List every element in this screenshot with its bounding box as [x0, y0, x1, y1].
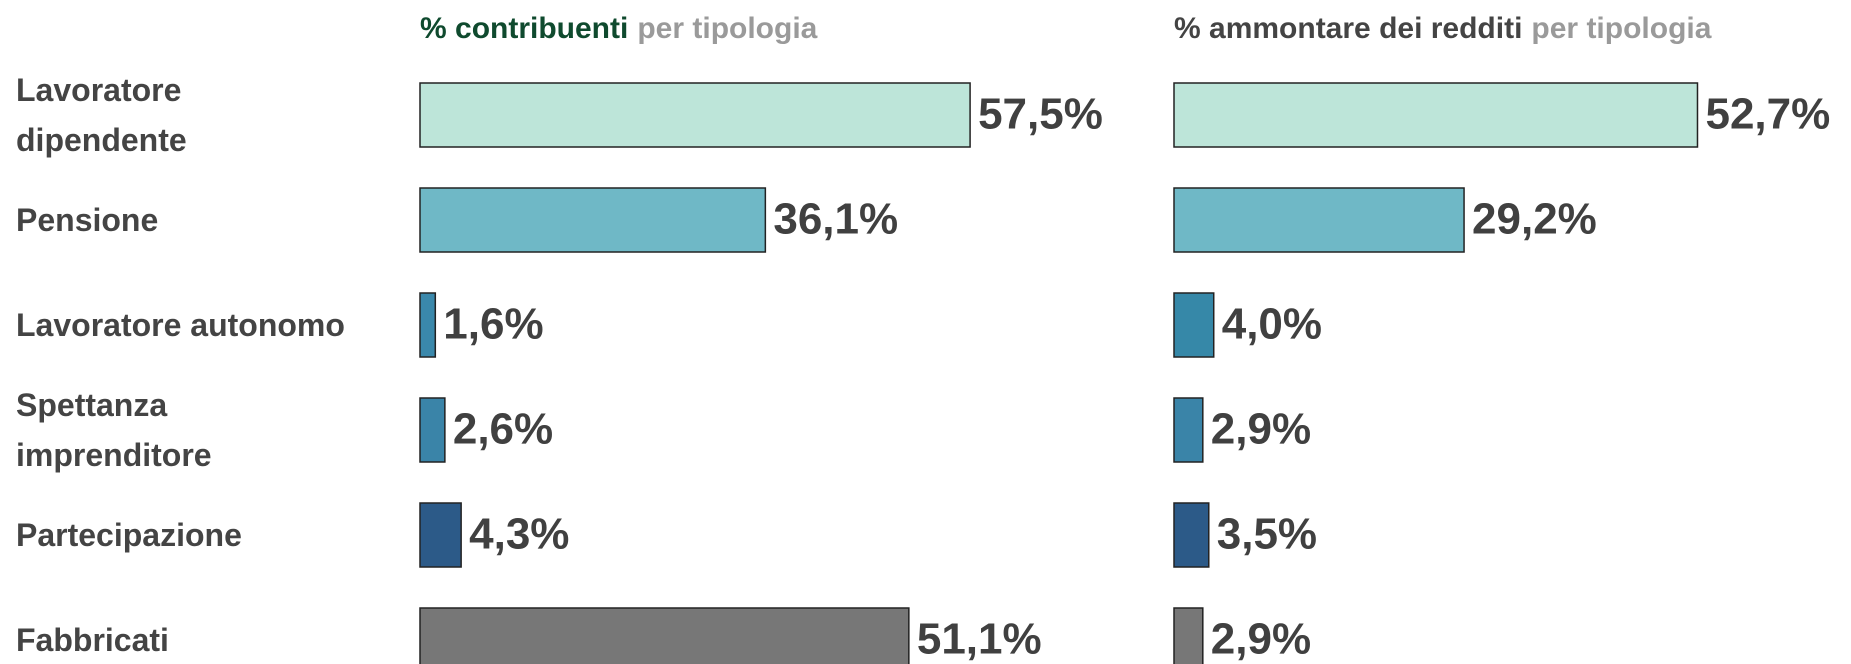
- value-label: 4,3%: [469, 510, 569, 559]
- value-label: 51,1%: [917, 615, 1042, 664]
- chart-title: % contribuenti per tipologia: [420, 12, 818, 45]
- value-label: 2,9%: [1211, 615, 1311, 664]
- value-label: 52,7%: [1705, 90, 1830, 139]
- value-label: 1,6%: [443, 300, 543, 349]
- title-main: % ammontare dei redditi: [1174, 12, 1522, 45]
- value-label: 57,5%: [978, 90, 1103, 139]
- category-label: Lavoratore autonomo: [16, 307, 345, 343]
- bar: [1173, 607, 1204, 664]
- category-label: Lavoratore dipendente: [16, 72, 187, 158]
- value-label: 2,9%: [1211, 405, 1311, 454]
- bar: [419, 187, 767, 253]
- bar: [419, 292, 437, 358]
- title-main: % contribuenti: [420, 12, 628, 45]
- value-label: 4,0%: [1222, 300, 1322, 349]
- value-label: 3,5%: [1217, 510, 1317, 559]
- bar: [419, 82, 971, 148]
- category-label: Pensione: [16, 202, 159, 238]
- value-label: 2,6%: [453, 405, 553, 454]
- category-label: Fabbricati: [16, 622, 169, 658]
- bar: [1173, 502, 1210, 568]
- bar: [1173, 187, 1465, 253]
- title-rest: per tipologia: [637, 12, 817, 45]
- bar: [419, 607, 910, 664]
- title-rest: per tipologia: [1531, 12, 1711, 45]
- bar: [1173, 82, 1699, 148]
- bar: [1173, 292, 1215, 358]
- category-label: Spettanza imprenditore: [16, 387, 212, 473]
- value-label: 36,1%: [773, 195, 898, 244]
- bar: [419, 397, 446, 463]
- chart-title: % ammontare dei redditi per tipologia: [1174, 12, 1712, 45]
- bar: [1173, 397, 1204, 463]
- category-label: Partecipazione: [16, 517, 242, 553]
- value-label: 29,2%: [1472, 195, 1597, 244]
- bar: [419, 502, 462, 568]
